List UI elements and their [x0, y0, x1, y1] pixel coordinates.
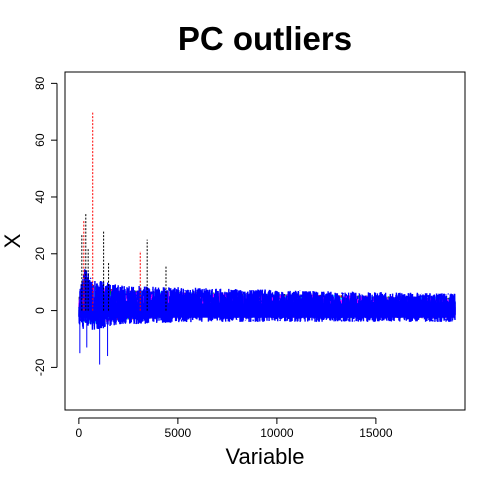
x-axis: 0 5000 10000 15000 [76, 417, 393, 440]
y-axis-label: X [0, 233, 25, 248]
chart-title: PC outliers [178, 20, 352, 57]
y-tick-label: 60 [33, 133, 47, 147]
y-tick-label: 20 [33, 247, 47, 261]
dense-core-band [78, 303, 456, 318]
x-tick-label: 0 [76, 426, 83, 440]
x-tick-label: 15000 [359, 426, 393, 440]
y-axis: -20 0 20 40 60 80 [33, 76, 58, 376]
x-axis-label: Variable [225, 444, 304, 469]
x-tick-label: 10000 [260, 426, 294, 440]
x-tick-label: 5000 [165, 426, 192, 440]
y-tick-label: 0 [33, 307, 47, 314]
y-tick-label: -20 [33, 358, 47, 376]
data-layer [78, 111, 456, 365]
y-tick-label: 80 [33, 76, 47, 90]
y-tick-label: 40 [33, 190, 47, 204]
plot-frame [64, 71, 466, 411]
